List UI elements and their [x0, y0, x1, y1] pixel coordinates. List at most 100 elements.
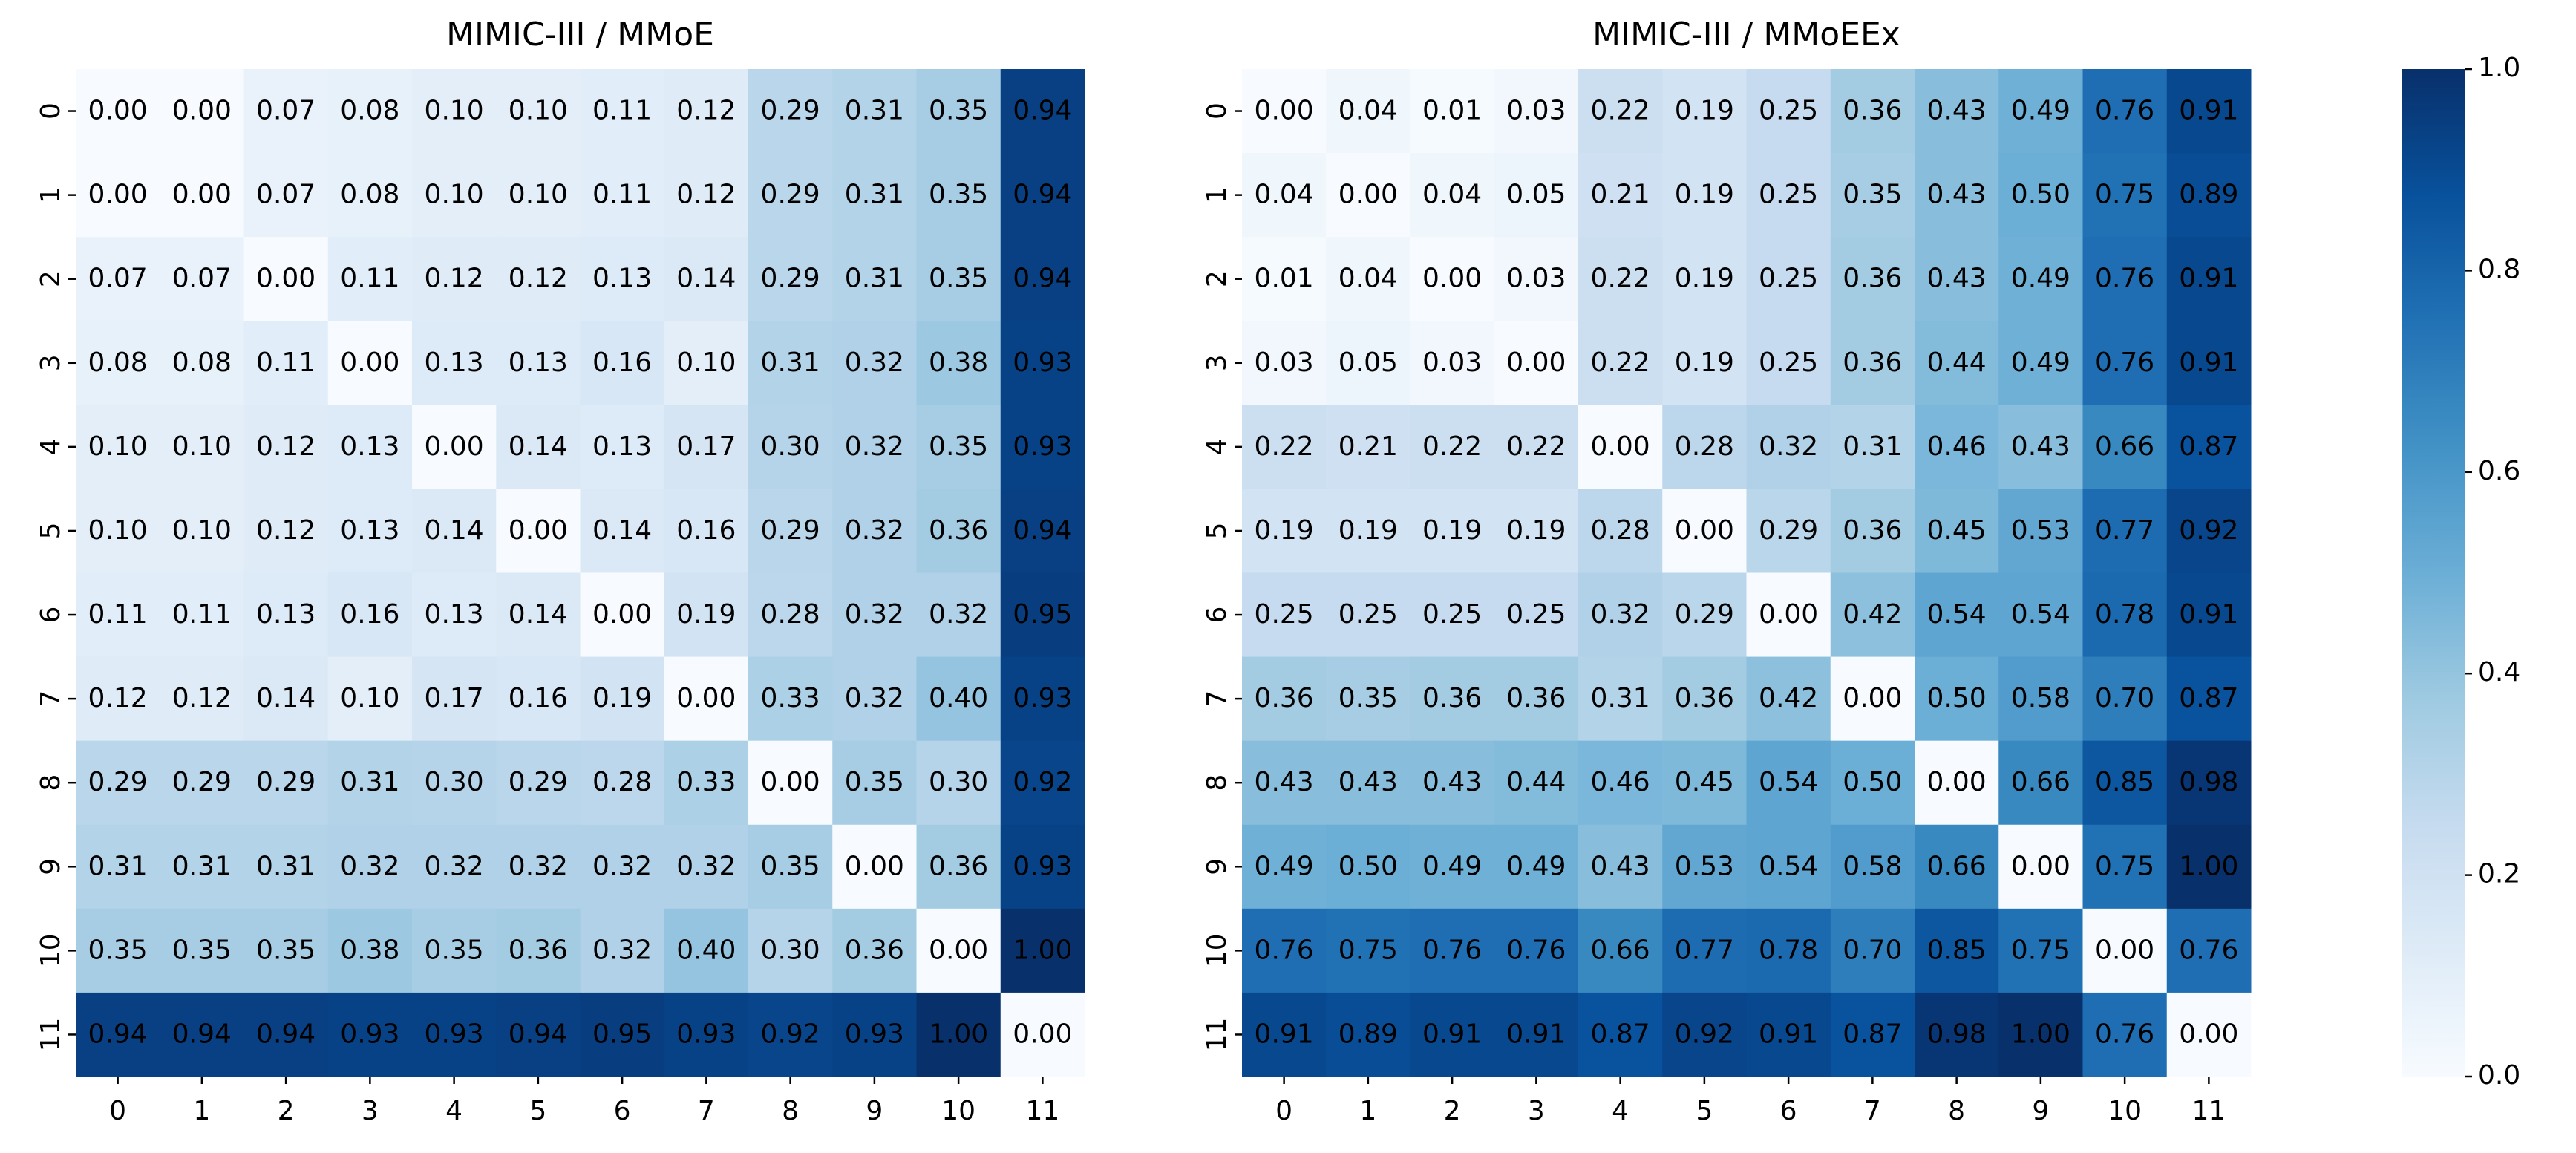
cell [1662, 992, 1747, 1077]
y-tick-label: 9 [36, 858, 66, 875]
cell-label: 0.85 [1927, 935, 1987, 965]
y-tick-label: 5 [36, 523, 66, 540]
cell-label: 0.07 [88, 264, 148, 294]
cell-label: 0.11 [88, 599, 148, 630]
cell [580, 824, 665, 909]
cell [1915, 740, 1999, 826]
cell [1410, 908, 1495, 993]
cell [664, 824, 749, 909]
cell [496, 824, 581, 909]
cell [160, 69, 244, 154]
cell [1662, 656, 1747, 742]
cell [1326, 69, 1410, 154]
chart-title: MIMIC-III / MMoEEx [1592, 16, 1900, 53]
cell [1578, 656, 1663, 742]
cell [1998, 572, 2083, 658]
cell-label: 0.30 [761, 431, 820, 462]
cell [1915, 824, 1999, 909]
chart-title: MIMIC-III / MMoE [446, 16, 714, 53]
cell-label: 0.36 [845, 935, 904, 965]
cell [2082, 321, 2168, 405]
cell-label: 0.33 [761, 683, 820, 713]
cell-label: 0.91 [2179, 599, 2238, 630]
cell [1326, 824, 1410, 909]
cell [160, 321, 244, 405]
cell-label: 0.45 [1927, 515, 1987, 546]
cell [1000, 992, 1085, 1077]
cell [2166, 824, 2252, 909]
cell [412, 992, 497, 1077]
x-tick-label: 3 [362, 1096, 379, 1126]
cell [1494, 69, 1579, 154]
cell [916, 405, 1001, 489]
cell-label: 1.00 [1013, 935, 1072, 965]
cell [916, 656, 1001, 742]
colorbar-tick-label: 0.2 [2478, 859, 2520, 889]
cell-label: 0.46 [1927, 431, 1987, 462]
cell-label: 0.75 [1338, 935, 1398, 965]
cell-label: 0.00 [1255, 96, 1314, 126]
cell [580, 908, 665, 993]
cell-label: 0.29 [761, 515, 820, 546]
cell [76, 824, 160, 909]
cell-label: 0.00 [88, 96, 148, 126]
cell [243, 153, 329, 238]
x-tick-label: 0 [1275, 1096, 1292, 1126]
cell [1242, 992, 1327, 1077]
cell-label: 0.76 [2095, 96, 2154, 126]
cell [2166, 908, 2252, 993]
cell [2166, 992, 2252, 1077]
cell-label: 0.00 [1759, 599, 1818, 630]
cell-label: 1.00 [929, 1019, 988, 1049]
cell-label: 0.25 [1759, 264, 1818, 294]
cell [1746, 572, 1831, 658]
cell [1326, 153, 1410, 238]
cell-label: 0.19 [1675, 96, 1734, 126]
cell [832, 824, 917, 909]
cell [243, 656, 329, 742]
cell [748, 489, 833, 573]
cell [2082, 824, 2168, 909]
cell-label: 0.92 [1675, 1019, 1734, 1049]
cell-label: 0.13 [425, 347, 484, 378]
cell [1242, 153, 1327, 238]
colorbar-tick-label: 0.4 [2478, 657, 2520, 687]
cell-label: 0.29 [761, 96, 820, 126]
cell-label: 0.94 [1013, 180, 1072, 210]
cell [832, 237, 917, 321]
cell [1578, 489, 1663, 573]
cell [1662, 153, 1747, 238]
cell-label: 0.50 [1927, 683, 1987, 713]
cell [1410, 992, 1495, 1077]
cell [1746, 656, 1831, 742]
cell-label: 0.45 [1675, 767, 1734, 797]
y-tick-label: 1 [36, 186, 66, 203]
cell [1578, 908, 1663, 993]
cell-label: 0.32 [676, 851, 736, 881]
cell [1746, 740, 1831, 826]
cell-label: 0.58 [2011, 683, 2070, 713]
cell [412, 656, 497, 742]
cell-label: 0.49 [2011, 347, 2070, 378]
cell [412, 405, 497, 489]
cell-label: 0.32 [425, 851, 484, 881]
cell [1410, 153, 1495, 238]
cell-label: 0.00 [88, 180, 148, 210]
cell [580, 153, 665, 238]
cell-label: 0.36 [1255, 683, 1314, 713]
cell [1410, 237, 1495, 321]
cell-label: 0.54 [2011, 599, 2070, 630]
colorbar-tick-label: 0.6 [2478, 456, 2520, 486]
cell-label: 0.28 [592, 767, 652, 797]
cell [160, 572, 244, 658]
cell [496, 405, 581, 489]
cell-label: 0.16 [509, 683, 568, 713]
cell-label: 0.87 [1843, 1019, 1902, 1049]
cell [1410, 572, 1495, 658]
cell [748, 908, 833, 993]
cell [412, 572, 497, 658]
cell [748, 321, 833, 405]
cell-label: 0.25 [1759, 96, 1818, 126]
cell [916, 153, 1001, 238]
cell-label: 0.14 [676, 264, 736, 294]
